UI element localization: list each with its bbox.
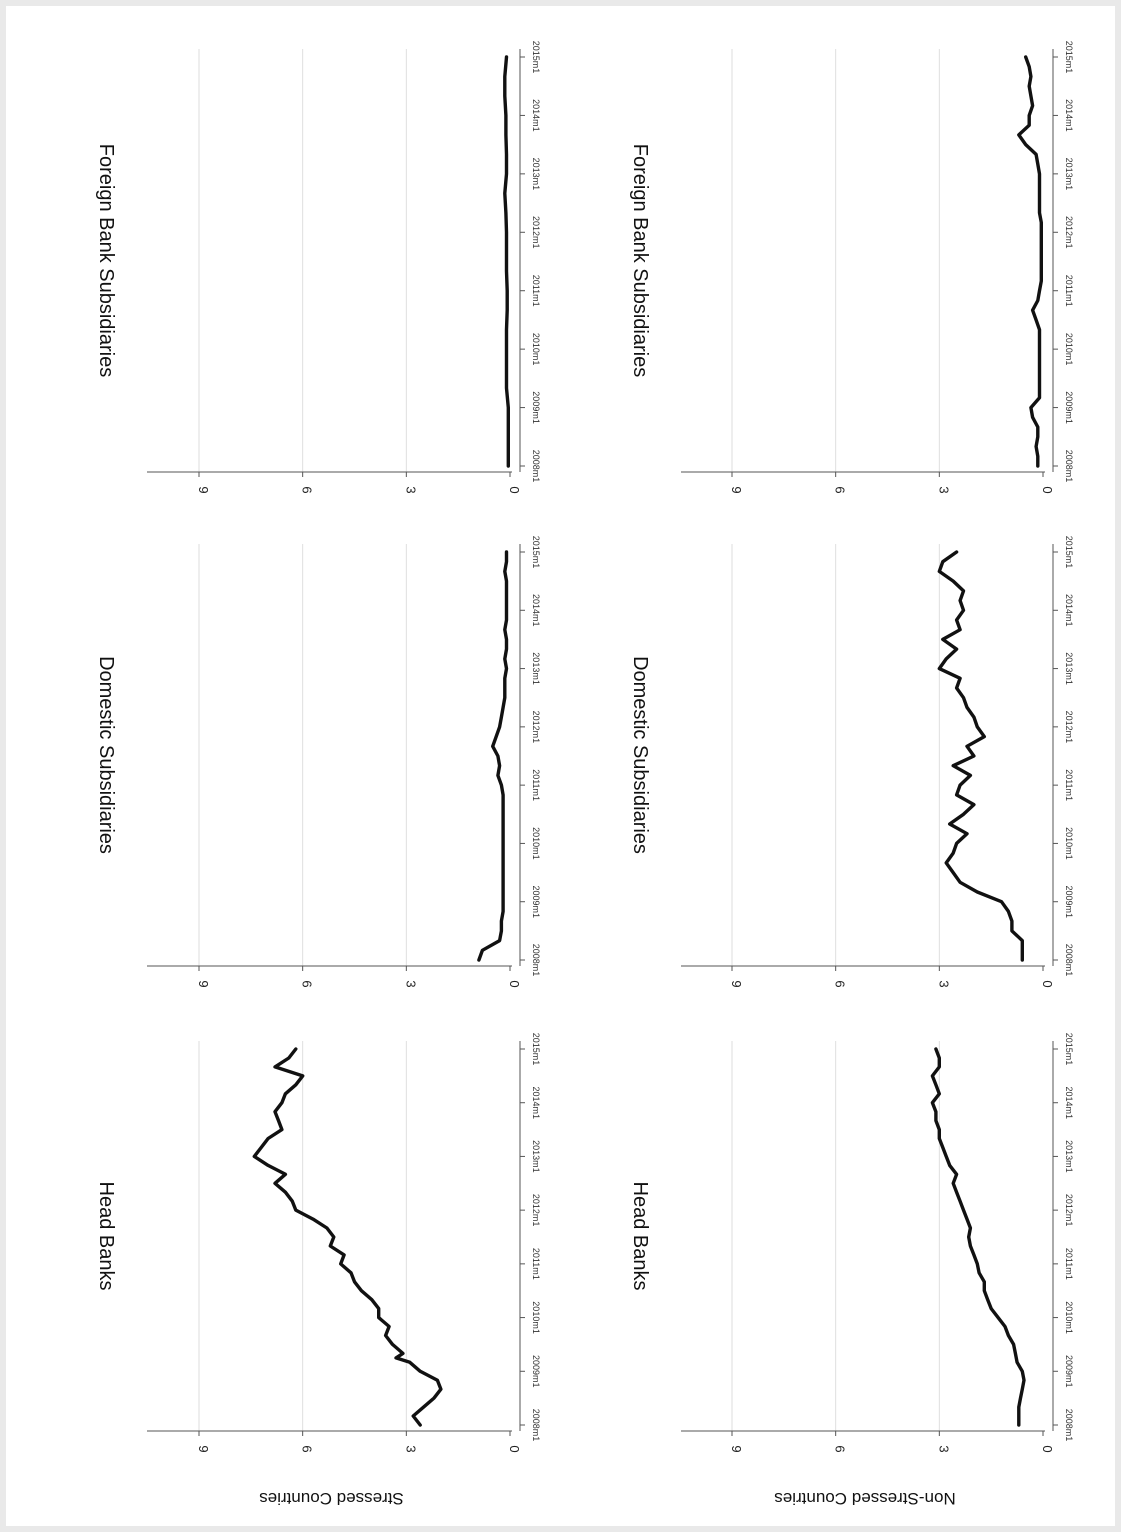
time-tick-label: 2009m1	[531, 391, 541, 424]
value-tick-label: 3	[403, 486, 418, 493]
time-tick-label: 2014m1	[531, 99, 541, 132]
time-tick-label: 2010m1	[1064, 1301, 1074, 1334]
value-tick-label: 9	[196, 980, 211, 987]
value-tick-label: 9	[729, 486, 744, 493]
value-tick-label: 3	[936, 1445, 951, 1452]
time-tick-label: 2011m1	[531, 275, 541, 307]
time-tick-label: 2010m1	[531, 827, 541, 860]
time-tick-label: 2014m1	[531, 594, 541, 627]
value-tick-label: 6	[300, 1445, 315, 1452]
time-tick-label: 2008m1	[1064, 944, 1074, 977]
panel-title: Head Banks	[95, 1182, 117, 1291]
panel-title: Foreign Bank Subsidiaries	[95, 144, 117, 377]
series-line	[252, 1047, 443, 1427]
time-tick-label: 2008m1	[531, 944, 541, 977]
time-tick-label: 2009m1	[1064, 391, 1074, 424]
chart-panel-5: 0 3 6 9 2008m1 2009m1 2010m1 2011m1 2012m1 2013m1…	[629, 536, 1074, 988]
time-tick-label: 2013m1	[531, 1140, 541, 1173]
time-tick-label: 2013m1	[531, 652, 541, 685]
time-tick-label: 2009m1	[531, 885, 541, 918]
value-tick-label: 3	[936, 980, 951, 987]
time-tick-label: 2011m1	[531, 769, 541, 801]
series-line	[1017, 55, 1044, 468]
time-tick-label: 2011m1	[1064, 275, 1074, 307]
value-tick-label: 9	[729, 980, 744, 987]
time-tick-label: 2014m1	[531, 1086, 541, 1119]
value-tick-label: 3	[403, 980, 418, 987]
time-tick-label: 2009m1	[531, 1355, 541, 1388]
chart-panel-2: 0 3 6 9 2008m1 2009m1 2010m1 2011m1 2012m1 2013m1…	[95, 536, 541, 988]
time-tick-label: 2010m1	[1064, 827, 1074, 860]
panel-title: Domestic Subsidiaries	[95, 656, 117, 854]
value-tick-label: 9	[729, 1445, 744, 1452]
figure-canvas: 0 3 6 9 2008m1 2009m1 2010m1 2011m1 2012m1 2013m1…	[95, 41, 1074, 1508]
time-tick-label: 2015m1	[531, 1033, 541, 1066]
time-tick-label: 2008m1	[531, 1409, 541, 1442]
time-tick-label: 2013m1	[531, 158, 541, 191]
time-tick-label: 2010m1	[1064, 333, 1074, 366]
time-tick-label: 2011m1	[1064, 769, 1074, 801]
time-tick-label: 2015m1	[1064, 1033, 1074, 1066]
time-tick-label: 2014m1	[1064, 99, 1074, 132]
time-tick-label: 2012m1	[1064, 711, 1074, 744]
time-tick-label: 2009m1	[1064, 1355, 1074, 1388]
time-tick-label: 2014m1	[1064, 594, 1074, 627]
value-tick-label: 6	[300, 980, 315, 987]
time-tick-label: 2012m1	[531, 711, 541, 744]
time-tick-label: 2015m1	[1064, 536, 1074, 569]
value-tick-label: 6	[300, 486, 315, 493]
time-tick-label: 2012m1	[1064, 216, 1074, 249]
time-tick-label: 2012m1	[1064, 1194, 1074, 1227]
value-tick-label: 9	[196, 486, 211, 493]
time-tick-label: 2013m1	[1064, 158, 1074, 191]
time-tick-label: 2008m1	[1064, 1409, 1074, 1442]
series-line	[937, 550, 1024, 962]
time-tick-label: 2010m1	[531, 1301, 541, 1334]
series-line	[477, 550, 509, 962]
time-tick-label: 2012m1	[531, 216, 541, 249]
time-tick-label: 2011m1	[531, 1248, 541, 1280]
value-tick-label: 0	[1040, 980, 1055, 987]
series-line	[503, 55, 510, 468]
time-tick-label: 2010m1	[531, 333, 541, 366]
time-tick-label: 2008m1	[531, 450, 541, 483]
value-tick-label: 0	[507, 1445, 522, 1452]
value-tick-label: 3	[936, 486, 951, 493]
value-tick-label: 0	[1040, 486, 1055, 493]
time-tick-label: 2011m1	[1064, 1248, 1074, 1280]
figure-page: 0 3 6 9 2008m1 2009m1 2010m1 2011m1 2012m1 2013m1…	[6, 6, 1115, 1526]
value-tick-label: 0	[507, 980, 522, 987]
panel-title: Foreign Bank Subsidiaries	[629, 144, 651, 377]
time-tick-label: 2008m1	[1064, 450, 1074, 483]
time-tick-label: 2013m1	[1064, 652, 1074, 685]
panel-title: Domestic Subsidiaries	[629, 656, 651, 854]
panel-title: Head Banks	[629, 1182, 651, 1291]
row-label: Stressed Countries	[259, 1489, 404, 1508]
value-tick-label: 0	[507, 486, 522, 493]
time-tick-label: 2015m1	[1064, 41, 1074, 74]
time-tick-label: 2014m1	[1064, 1086, 1074, 1119]
row-label: Non-Stressed Countries	[774, 1489, 955, 1508]
chart-panel-1: 0 3 6 9 2008m1 2009m1 2010m1 2011m1 2012m1 2013m1…	[95, 1033, 541, 1508]
time-tick-label: 2009m1	[1064, 885, 1074, 918]
time-tick-label: 2012m1	[531, 1194, 541, 1227]
chart-panel-4: 0 3 6 9 2008m1 2009m1 2010m1 2011m1 2012m1 2013m1…	[629, 1033, 1074, 1508]
value-tick-label: 6	[833, 486, 848, 493]
value-tick-label: 0	[1040, 1445, 1055, 1452]
value-tick-label: 6	[833, 980, 848, 987]
chart-panel-6: 0 3 6 9 2008m1 2009m1 2010m1 2011m1 2012m1 2013m1…	[629, 41, 1074, 494]
value-tick-label: 6	[833, 1445, 848, 1452]
value-tick-label: 3	[403, 1445, 418, 1452]
chart-panel-3: 0 3 6 9 2008m1 2009m1 2010m1 2011m1 2012m1 2013m1…	[95, 41, 541, 494]
time-tick-label: 2015m1	[531, 41, 541, 74]
value-tick-label: 9	[196, 1445, 211, 1452]
time-tick-label: 2013m1	[1064, 1140, 1074, 1173]
time-tick-label: 2015m1	[531, 536, 541, 569]
series-line	[930, 1047, 1026, 1427]
